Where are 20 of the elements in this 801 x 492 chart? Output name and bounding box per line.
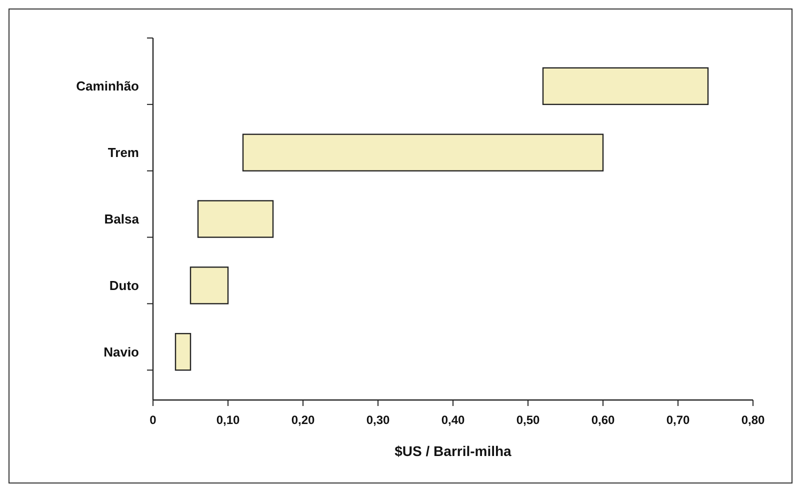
- bar: [242, 134, 604, 172]
- bar: [197, 200, 274, 238]
- x-tick-label: 0,40: [441, 413, 465, 427]
- y-tick-label: Trem: [108, 145, 139, 160]
- y-tick-label: Caminhão: [76, 78, 140, 94]
- x-axis-title: $US / Barril-milha: [394, 443, 512, 459]
- y-tick-label: Balsa: [104, 212, 140, 226]
- x-tick-label: 0,20: [291, 413, 315, 427]
- x-tick-label: 0,50: [516, 413, 540, 427]
- bar: [542, 67, 709, 106]
- bar: [174, 332, 192, 371]
- y-tick-label: Navio: [104, 344, 140, 360]
- x-tick-label: 0,60: [591, 413, 615, 427]
- x-tick-label: 0,30: [366, 413, 390, 427]
- x-tick-label: 0: [150, 413, 157, 427]
- x-tick-label: 0,80: [741, 413, 765, 427]
- y-tick-label: Duto: [109, 278, 140, 293]
- x-tick-label: 0,10: [216, 413, 240, 427]
- x-tick-label: 0,70: [666, 413, 690, 427]
- bar: [190, 266, 229, 304]
